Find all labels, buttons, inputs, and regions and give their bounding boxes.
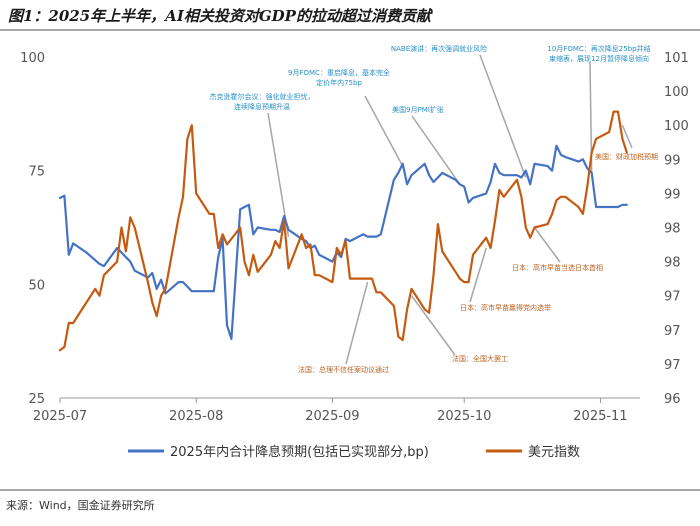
annotation-label: 连续降息预期升温 <box>234 102 290 111</box>
annotation-labels: 杰克逊霍尔会议：强化就业担忧，连续降息预期升温 9月FOMC：重启降息，基本完全定… <box>210 44 659 374</box>
source-note: 来源：Wind，国金证券研究所 <box>6 498 155 512</box>
annotation-label: 美国9月PMI扩张 <box>392 105 444 114</box>
axes: 2025-07 2025-08 2025-09 2025-10 2025-11 100 75… <box>20 51 689 424</box>
annotation-pointer <box>345 281 369 365</box>
x-tick-label: 2025-08 <box>169 409 223 424</box>
legend-blue-label: 2025年内合计降息预期(包括已实现部分,bp) <box>170 444 429 460</box>
left-tick-label: 75 <box>28 165 45 180</box>
left-tick-label: 25 <box>28 392 45 407</box>
right-tick-label: 97 <box>664 324 681 339</box>
annotation-label: 美国：财政加税预期 <box>595 152 658 161</box>
right-tick-label: 98 <box>664 256 681 271</box>
right-tick-label: 100 <box>664 119 689 134</box>
x-tick-label: 2025-11 <box>573 409 627 424</box>
series-line-rate-cut-expectation <box>58 144 628 340</box>
left-tick-label: 50 <box>28 278 45 293</box>
annotation-pointer <box>410 295 456 356</box>
legend-orange-label: 美元指数 <box>528 445 580 460</box>
annotation-label: 定价年内75bp <box>316 78 362 87</box>
annotation-label: 杰克逊霍尔会议：强化就业担忧， <box>210 92 315 101</box>
annotation-label: 法国：总理不信任案动议通过 <box>298 365 389 374</box>
right-tick-label: 96 <box>664 392 681 407</box>
annotation-pointer <box>533 227 561 263</box>
right-tick-label: 97 <box>664 290 681 305</box>
right-tick-label: 100 <box>664 85 689 100</box>
chart-title: 图1：2025年上半年，AI相关投资对GDP的拉动超过消费贡献 <box>8 7 433 25</box>
right-tick-label: 99 <box>664 153 681 168</box>
series-line-dollar-index <box>58 110 628 352</box>
annotation-pointer <box>621 124 633 149</box>
annotation-label: 10月FOMC：再次降息25bp并结 <box>547 44 650 53</box>
annotation-pointer <box>469 247 487 303</box>
x-tick-label: 2025-09 <box>305 409 359 424</box>
annotation-label: 束缩表，展现12月暂停降息倾向 <box>549 54 649 63</box>
right-tick-label: 101 <box>664 51 689 66</box>
annotation-pointer <box>411 115 461 185</box>
annotation-pointer <box>364 95 404 167</box>
x-tick-label: 2025-07 <box>33 409 87 424</box>
annotation-pointers <box>267 54 633 365</box>
left-tick-label: 100 <box>20 51 45 66</box>
right-tick-label: 98 <box>664 222 681 237</box>
annotation-label: 日本：高市早苗赢得党内选举 <box>460 303 551 312</box>
annotation-label: 9月FOMC：重启降息，基本完全 <box>288 68 390 77</box>
annotation-label: NABE演讲：再次强调就业风险 <box>391 44 487 53</box>
right-tick-label: 97 <box>664 358 681 373</box>
legend: 2025年内合计降息预期(包括已实现部分,bp) 美元指数 <box>128 444 580 460</box>
x-tick-label: 2025-10 <box>437 409 491 424</box>
annotation-pointer <box>479 54 527 178</box>
annotation-label: 日本：高市早苗当选日本首相 <box>512 263 603 272</box>
right-tick-label: 99 <box>664 187 681 202</box>
series-lines <box>58 110 628 352</box>
annotation-label: 法国：全国大罢工 <box>452 354 508 363</box>
